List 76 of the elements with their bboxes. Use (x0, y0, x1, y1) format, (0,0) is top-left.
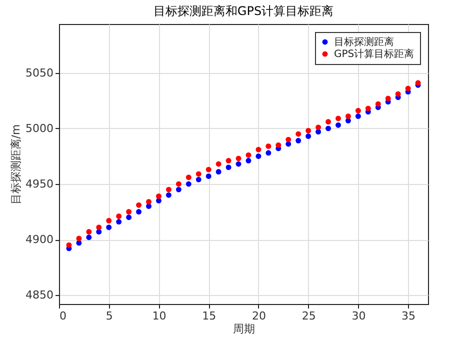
point (256, 146, 262, 152)
y-tick-label: 4900 (26, 233, 54, 246)
point (236, 161, 242, 167)
x-tick-label: 35 (402, 310, 416, 322)
point (226, 158, 232, 164)
point (296, 138, 302, 144)
y-tick-label: 5050 (26, 66, 54, 80)
point (236, 156, 242, 162)
point (286, 136, 292, 142)
point (296, 131, 302, 137)
point (96, 229, 102, 235)
point (336, 122, 341, 128)
point (136, 202, 142, 208)
point (166, 186, 172, 192)
point (126, 209, 132, 215)
point (306, 128, 312, 134)
point (86, 234, 92, 240)
y-tick-label: 4950 (26, 178, 54, 190)
point (276, 142, 282, 148)
point (365, 106, 371, 112)
y-axis-title: 目标探测距离/m (10, 124, 23, 205)
point (206, 173, 212, 179)
point (196, 171, 202, 177)
point (186, 174, 192, 180)
point (246, 158, 252, 164)
point (385, 96, 391, 102)
point (256, 153, 262, 159)
point (355, 113, 361, 119)
point (326, 119, 332, 125)
point (326, 126, 332, 132)
point (206, 166, 212, 172)
x-tick-label: 30 (352, 310, 366, 322)
point (156, 193, 162, 199)
x-tick-label: 20 (252, 310, 266, 322)
point (86, 229, 92, 235)
point (126, 214, 132, 220)
point (146, 199, 152, 205)
point (246, 152, 252, 158)
point (186, 181, 192, 187)
point (216, 169, 222, 175)
point (395, 91, 401, 97)
x-tick-label: 0 (60, 310, 66, 322)
point (66, 242, 72, 248)
point (306, 133, 312, 139)
point (316, 124, 322, 130)
point (106, 224, 112, 230)
point (266, 143, 272, 149)
point (216, 161, 222, 167)
point (116, 213, 122, 219)
point (176, 186, 182, 192)
point (345, 113, 351, 119)
point (336, 116, 341, 122)
point (96, 224, 102, 230)
x-tick-label: 10 (152, 310, 166, 322)
legend-label: 目标探测距离 (334, 36, 394, 48)
x-tick-label: 5 (106, 310, 113, 322)
point (116, 219, 122, 225)
point (226, 164, 232, 170)
y-tick-label: 5000 (26, 122, 54, 135)
point (316, 129, 322, 135)
point (166, 192, 172, 198)
chart-title: 目标探测距离和GPS计算目标距离 (153, 4, 334, 18)
point (76, 236, 82, 242)
point (136, 209, 142, 215)
point (355, 108, 361, 114)
point (375, 101, 381, 107)
x-tick-label: 15 (202, 310, 216, 322)
point (106, 218, 112, 224)
point (405, 86, 411, 92)
x-tick-label: 25 (302, 310, 316, 322)
legend-label: GPS计算目标距离 (334, 48, 414, 60)
point (266, 150, 272, 156)
y-tick-label: 4850 (26, 288, 54, 302)
point (176, 181, 182, 187)
x-axis-title: 周期 (233, 322, 255, 336)
point (196, 176, 202, 182)
